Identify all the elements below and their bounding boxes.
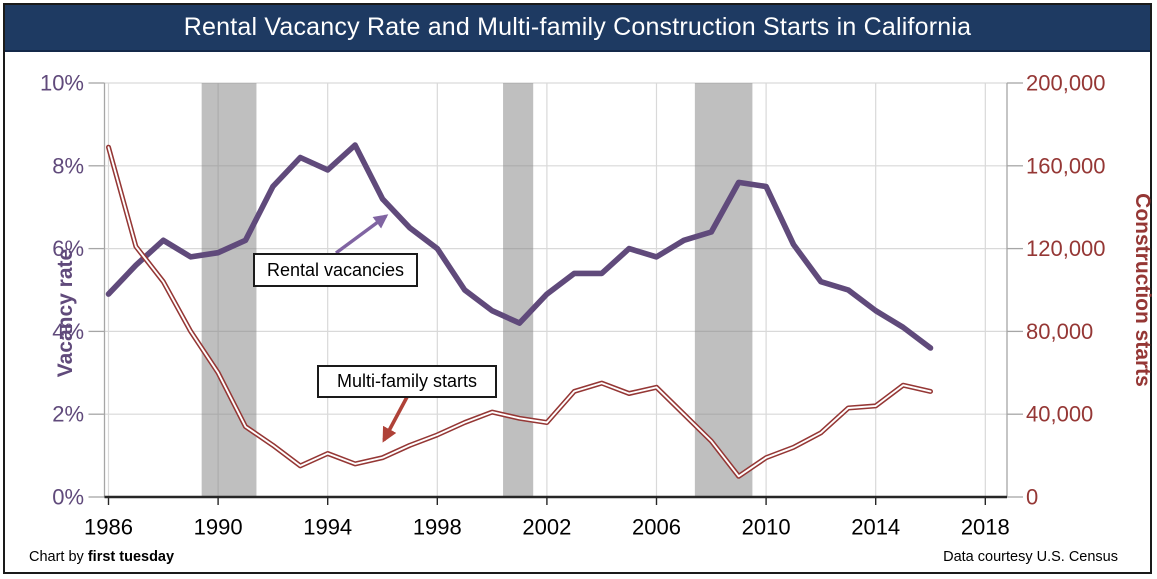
- right-axis-tick-label: 200,000: [1026, 71, 1106, 96]
- left-axis-tick-label: 2%: [52, 402, 84, 427]
- vacancy-callout-label: Rental vacancies: [253, 253, 418, 287]
- vacancy-callout-arrow: [334, 214, 389, 255]
- recession-bands: [201, 83, 753, 497]
- callout-arrows: [334, 214, 409, 443]
- x-axis-tick-label: 1998: [413, 515, 462, 540]
- footer-source: Data courtesy U.S. Census: [943, 549, 1118, 565]
- starts-callout-arrow: [382, 396, 409, 443]
- axes: [88, 82, 1023, 505]
- chart-panel: Rental Vacancy Rate and Multi-family Con…: [3, 3, 1154, 574]
- x-axis-tick-label: 2014: [851, 515, 900, 540]
- left-axis-tick-label: 4%: [52, 319, 84, 344]
- plot-area: 0% 2% 4% 6% 8% 10% 0 40,000 80,000 120,000 160,000…: [40, 71, 1106, 540]
- right-axis-tick-label: 160,000: [1026, 153, 1106, 178]
- right-axis-title: Construction starts: [1131, 193, 1154, 387]
- left-axis-tick-label: 8%: [52, 153, 84, 178]
- chart-title-bar: Rental Vacancy Rate and Multi-family Con…: [5, 5, 1150, 52]
- footer-credit: Chart by first tuesday: [29, 546, 174, 568]
- multifamily-starts-line-inner: [107, 146, 932, 478]
- footer-credit-prefix: Chart by: [29, 549, 88, 565]
- recession-band: [201, 83, 257, 497]
- x-axis-tick-label: 2018: [961, 515, 1010, 540]
- data-series: [105, 142, 934, 479]
- x-axis-tick-label: 1994: [303, 515, 352, 540]
- right-axis-tick-label: 40,000: [1026, 402, 1093, 427]
- right-axis-tick-label: 120,000: [1026, 236, 1106, 261]
- footer-credit-brand: first tuesday: [87, 549, 175, 565]
- tick-labels: 0% 2% 4% 6% 8% 10% 0 40,000 80,000 120,000 160,000…: [40, 71, 1106, 540]
- left-axis-tick-label: 6%: [52, 236, 84, 261]
- x-axis-tick-label: 2010: [742, 515, 791, 540]
- x-axis-tick-label: 1986: [84, 515, 133, 540]
- starts-callout-text: Multi-family starts: [336, 371, 477, 391]
- left-axis-tick-label: 0%: [52, 485, 84, 510]
- starts-callout-label: Multi-family starts: [317, 365, 497, 398]
- vacancy-callout-text: Rental vacancies: [266, 259, 405, 280]
- recession-band: [503, 83, 534, 497]
- x-axis-tick-label: 1990: [194, 515, 243, 540]
- x-axis-tick-label: 2002: [522, 515, 571, 540]
- x-axis-tick-label: 2006: [632, 515, 681, 540]
- chart-title: Rental Vacancy Rate and Multi-family Con…: [183, 13, 972, 41]
- right-axis-tick-label: 0: [1026, 485, 1038, 510]
- left-axis-tick-label: 10%: [40, 71, 84, 96]
- footer: Chart by first tuesday Data courtesy U.S…: [5, 546, 1150, 568]
- recession-band: [694, 83, 753, 497]
- right-axis-tick-label: 80,000: [1026, 319, 1093, 344]
- vacancy-rate-line: [105, 142, 934, 351]
- left-axis-title: Vacancy rate: [54, 248, 77, 378]
